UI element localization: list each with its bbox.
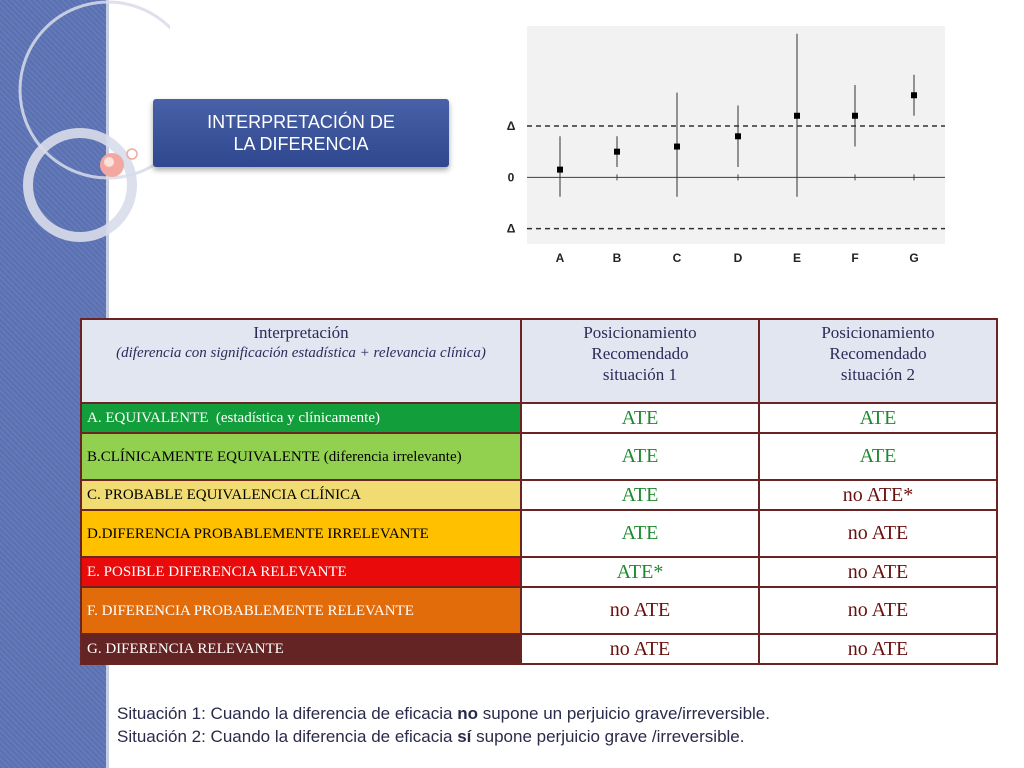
header-col1-line1: Posicionamiento (583, 323, 697, 342)
row-c-label-bold: C. PROBABLE EQUIVALENCIA CLÍNICA (87, 487, 361, 503)
x-label-D: D (734, 251, 743, 265)
interpretation-table: Interpretación (diferencia con significa… (80, 318, 998, 665)
row-d-situation-2: no ATE (758, 509, 998, 558)
footer-l2-c: supone perjuicio grave /irreversible. (471, 727, 745, 746)
header-col1-line2: Recomendado (591, 344, 689, 363)
row-f-label-bold: F. DIFERENCIA PROBABLEMENTE RELEVANTE (87, 602, 414, 619)
row-a-label-rest: (estadística y clínicamente) (208, 410, 380, 426)
section-title-line1: INTERPRETACIÓN DE (207, 112, 395, 132)
y-label-upper: Δ (507, 119, 516, 133)
x-label-B: B (613, 251, 622, 265)
footer-l1-b: no (457, 704, 478, 723)
table-row-g: G. DIFERENCIA RELEVANTE no ATE no ATE (80, 633, 998, 665)
row-e-label: E. POSIBLE DIFERENCIA RELEVANTE (80, 556, 522, 588)
table-row-a: A. EQUIVALENTE (estadística y clínicamen… (80, 402, 998, 434)
row-g-label: G. DIFERENCIA RELEVANTE (80, 633, 522, 665)
footer-line-1: Situación 1: Cuando la diferencia de efi… (117, 702, 770, 725)
row-c-label: C. PROBABLE EQUIVALENCIA CLÍNICA (80, 479, 522, 511)
header-interpretation: Interpretación (diferencia con significa… (80, 318, 522, 404)
footer-l2-a: Situación 2: Cuando la diferencia de efi… (117, 727, 458, 746)
point-estimate-E (794, 112, 800, 119)
header-situation-2: Posicionamiento Recomendado situación 2 (758, 318, 998, 404)
x-label-E: E (793, 251, 801, 265)
row-c-situation-2: no ATE* (758, 479, 998, 511)
table-row-d: D.DIFERENCIA PROBABLEMENTE IRRELEVANTE A… (80, 509, 998, 558)
point-estimate-C (674, 143, 680, 150)
chart-container: Δ 0 Δ A B C D E F G (500, 26, 946, 270)
row-b-label: B.CLÍNICAMENTE EQUIVALENTE (diferencia i… (80, 432, 522, 481)
header-interp-title: Interpretación (253, 323, 349, 342)
row-d-situation-1: ATE (520, 509, 760, 558)
header-col2-line3: situación 2 (840, 365, 916, 384)
x-label-G: G (909, 251, 918, 265)
footer-line-2: Situación 2: Cuando la diferencia de efi… (117, 725, 770, 748)
row-g-situation-2: no ATE (758, 633, 998, 665)
table-row-e: E. POSIBLE DIFERENCIA RELEVANTE ATE* no … (80, 556, 998, 588)
x-label-A: A (556, 251, 565, 265)
row-b-situation-2: ATE (758, 432, 998, 481)
header-col2-line2: Recomendado (829, 344, 927, 363)
table-row-b: B.CLÍNICAMENTE EQUIVALENTE (diferencia i… (80, 432, 998, 481)
confidence-interval-chart: Δ 0 Δ A B C D E F G (507, 26, 945, 265)
row-e-label-bold: E. POSIBLE DIFERENCIA RELEVANTE (87, 564, 347, 580)
point-estimate-B (614, 148, 620, 155)
section-title-line2: LA DIFERENCIA (233, 134, 369, 154)
decorative-circles (18, 0, 170, 242)
table-row-f: F. DIFERENCIA PROBABLEMENTE RELEVANTE no… (80, 586, 998, 635)
row-b-label-bold: B.CLÍNICAMENTE EQUIVALENTE (87, 448, 321, 465)
row-e-situation-1: ATE* (520, 556, 760, 588)
header-col1-line3: situación 1 (602, 365, 678, 384)
row-c-situation-1: ATE (520, 479, 760, 511)
footer-l1-c: supone un perjuicio grave/irreversible. (478, 704, 770, 723)
row-a-label-bold: A. EQUIVALENTE (87, 410, 209, 426)
header-col2-line1: Posicionamiento (821, 323, 935, 342)
table-row-c: C. PROBABLE EQUIVALENCIA CLÍNICA ATE no … (80, 479, 998, 511)
x-label-F: F (851, 251, 858, 265)
row-g-situation-1: no ATE (520, 633, 760, 665)
row-a-situation-2: ATE (758, 402, 998, 434)
row-a-situation-1: ATE (520, 402, 760, 434)
point-estimate-G (911, 92, 917, 99)
row-g-label-bold: G. DIFERENCIA RELEVANTE (87, 641, 284, 657)
row-e-situation-2: no ATE (758, 556, 998, 588)
point-estimate-A (557, 166, 563, 173)
table-header-row: Interpretación (diferencia con significa… (80, 318, 998, 404)
point-estimate-F (852, 112, 858, 119)
footer-l1-a: Situación 1: Cuando la diferencia de efi… (117, 704, 458, 723)
y-label-zero: 0 (508, 170, 515, 184)
x-label-C: C (673, 251, 682, 265)
row-f-situation-2: no ATE (758, 586, 998, 635)
row-f-label: F. DIFERENCIA PROBABLEMENTE RELEVANTE (80, 586, 522, 635)
row-b-situation-1: ATE (520, 432, 760, 481)
row-a-label: A. EQUIVALENTE (estadística y clínicamen… (80, 402, 522, 434)
footer-l2-b: sí (457, 727, 472, 746)
header-interp-subtitle: (diferencia con significación estadístic… (116, 345, 486, 361)
header-situation-1: Posicionamiento Recomendado situación 1 (520, 318, 760, 404)
point-estimate-D (735, 133, 741, 140)
section-title-box: INTERPRETACIÓN DE LA DIFERENCIA (153, 99, 449, 167)
row-b-label-rest: (diferencia irrelevante) (320, 448, 462, 465)
row-d-label-bold: D.DIFERENCIA PROBABLEMENTE IRRELEVANTE (87, 525, 429, 542)
footer-notes: Situación 1: Cuando la diferencia de efi… (117, 702, 770, 748)
y-label-lower: Δ (507, 222, 516, 236)
row-f-situation-1: no ATE (520, 586, 760, 635)
row-d-label: D.DIFERENCIA PROBABLEMENTE IRRELEVANTE (80, 509, 522, 558)
